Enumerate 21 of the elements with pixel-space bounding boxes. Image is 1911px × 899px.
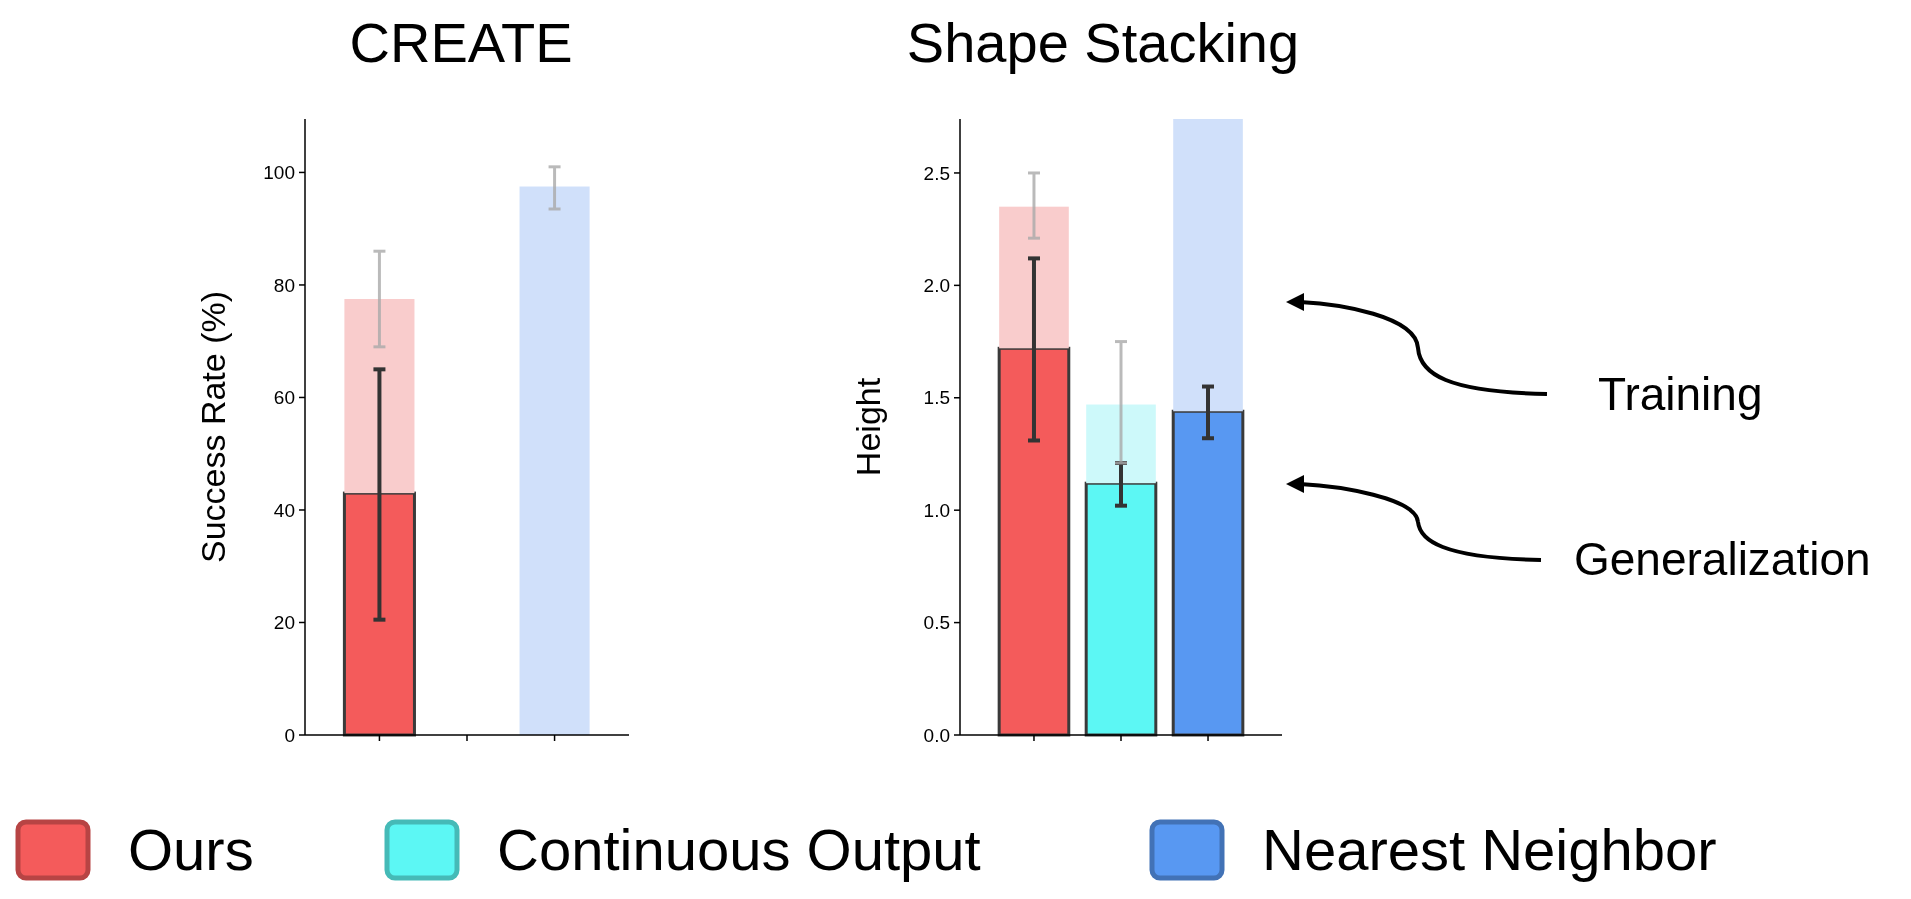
y-tick-label: 0.0 <box>923 724 950 746</box>
y-tick-label: 20 <box>273 612 295 634</box>
y-tick-label: 0.5 <box>923 612 950 634</box>
legend-label: Nearest Neighbor <box>1262 817 1717 883</box>
text: Training <box>1598 368 1763 420</box>
y-axis-title: Height <box>849 377 887 477</box>
y-tick-label: 2.0 <box>923 275 950 297</box>
chart-title: CREATE <box>349 11 573 74</box>
y-tick-label: 1.5 <box>923 387 950 409</box>
y-tick-label: 0 <box>284 724 295 746</box>
y-tick-label: 80 <box>273 274 295 296</box>
legend-label: Continuous Output <box>497 817 981 883</box>
y-tick-label: 1.0 <box>923 499 950 521</box>
y-tick-label: 60 <box>273 387 295 409</box>
text: Generalization <box>1574 533 1871 585</box>
legend-label: Ours <box>128 817 254 883</box>
y-axis-title: Success Rate (%) <box>194 290 232 564</box>
y-tick-label: 2.5 <box>923 162 950 184</box>
y-tick-label: 40 <box>273 499 295 521</box>
y-tick-label: 100 <box>263 162 295 184</box>
chart-title: Shape Stacking <box>906 11 1300 74</box>
